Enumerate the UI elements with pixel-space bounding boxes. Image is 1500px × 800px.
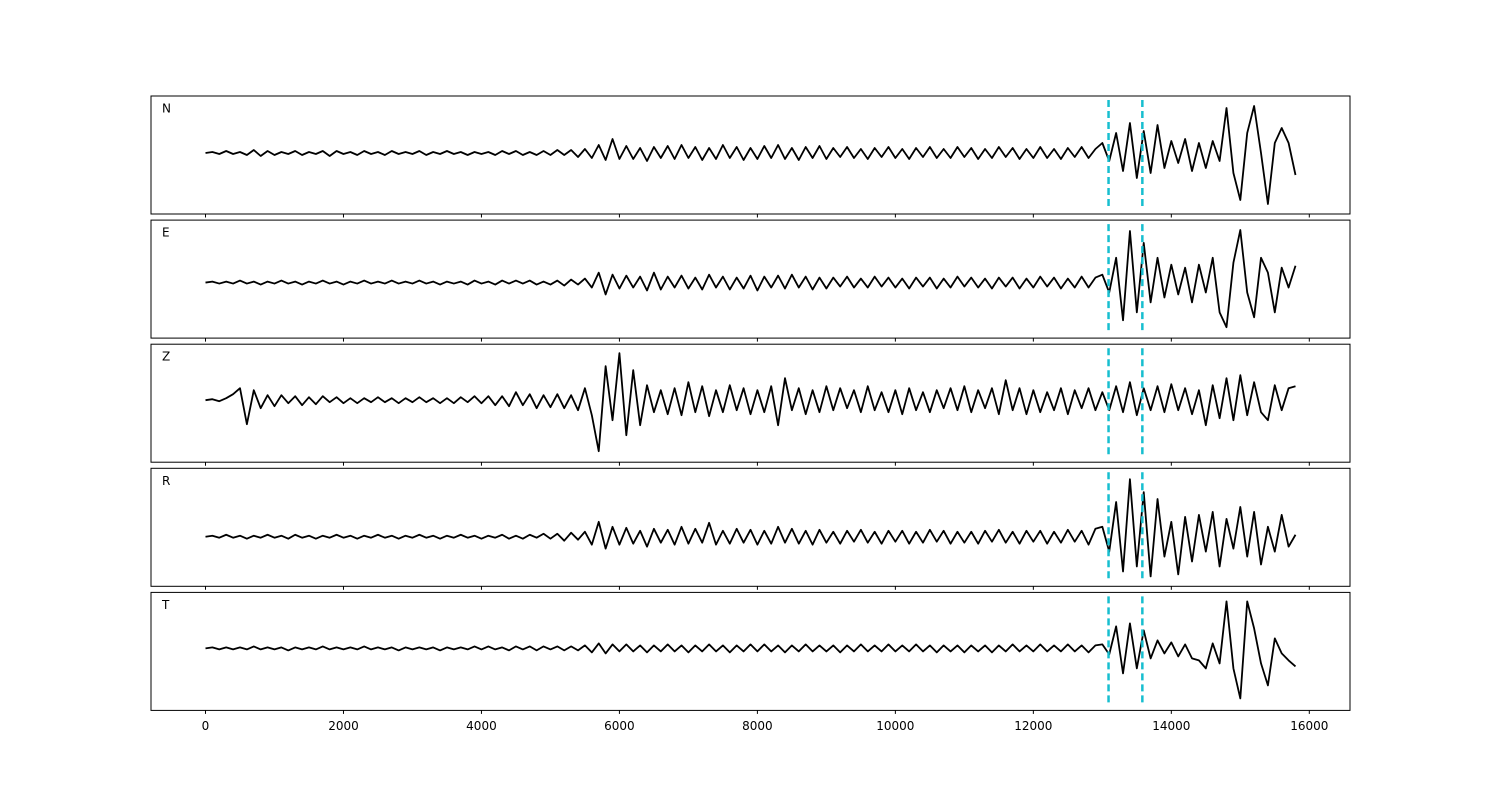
- x-tick-label: 8000: [742, 719, 773, 733]
- panel-label: R: [162, 474, 170, 488]
- trace: [205, 478, 1297, 578]
- trace: [205, 352, 1296, 453]
- panel-label: T: [161, 598, 170, 612]
- panel-label: N: [162, 102, 171, 116]
- x-tick-label: 0: [202, 719, 210, 733]
- panel-label: E: [162, 226, 170, 240]
- x-tick-label: 4000: [466, 719, 497, 733]
- panel-frame: [150, 219, 1351, 339]
- x-tick-label: 16000: [1290, 719, 1328, 733]
- trace: [205, 229, 1297, 329]
- panel-frame: [150, 591, 1351, 711]
- panel-label: Z: [162, 350, 170, 364]
- panel-frame: [150, 95, 1351, 215]
- x-tick-label: 10000: [876, 719, 914, 733]
- x-tick-label: 2000: [328, 719, 359, 733]
- panel-frame: [150, 467, 1351, 587]
- x-tick-label: 14000: [1152, 719, 1190, 733]
- trace: [205, 600, 1297, 700]
- panel-frame: [150, 343, 1351, 463]
- x-tick-label: 6000: [604, 719, 635, 733]
- trace: [205, 105, 1297, 205]
- x-tick-label: 12000: [1014, 719, 1052, 733]
